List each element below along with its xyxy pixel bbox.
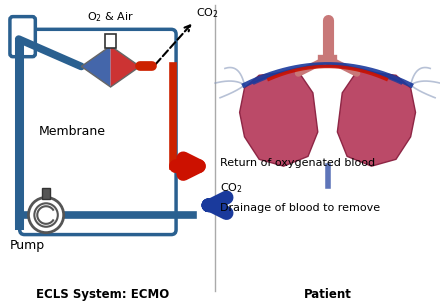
- Text: Drainage of blood to remove: Drainage of blood to remove: [220, 203, 380, 213]
- Circle shape: [28, 198, 64, 233]
- Text: Return of oxygenated blood: Return of oxygenated blood: [220, 158, 375, 168]
- Bar: [42, 188, 50, 199]
- Text: Membrane: Membrane: [39, 125, 106, 138]
- Bar: [105, 34, 117, 48]
- Text: Patient: Patient: [303, 288, 352, 301]
- Text: ECLS System: ECMO: ECLS System: ECMO: [36, 288, 170, 301]
- Text: CO$_2$: CO$_2$: [196, 6, 218, 20]
- Text: CO$_2$: CO$_2$: [220, 182, 243, 195]
- Polygon shape: [111, 46, 140, 87]
- Circle shape: [34, 203, 58, 227]
- FancyBboxPatch shape: [20, 29, 176, 235]
- Polygon shape: [337, 71, 416, 166]
- Text: Pump: Pump: [10, 239, 45, 252]
- FancyBboxPatch shape: [10, 17, 35, 57]
- Polygon shape: [81, 46, 111, 87]
- Text: O$_2$ & Air: O$_2$ & Air: [87, 10, 134, 24]
- Polygon shape: [239, 71, 318, 166]
